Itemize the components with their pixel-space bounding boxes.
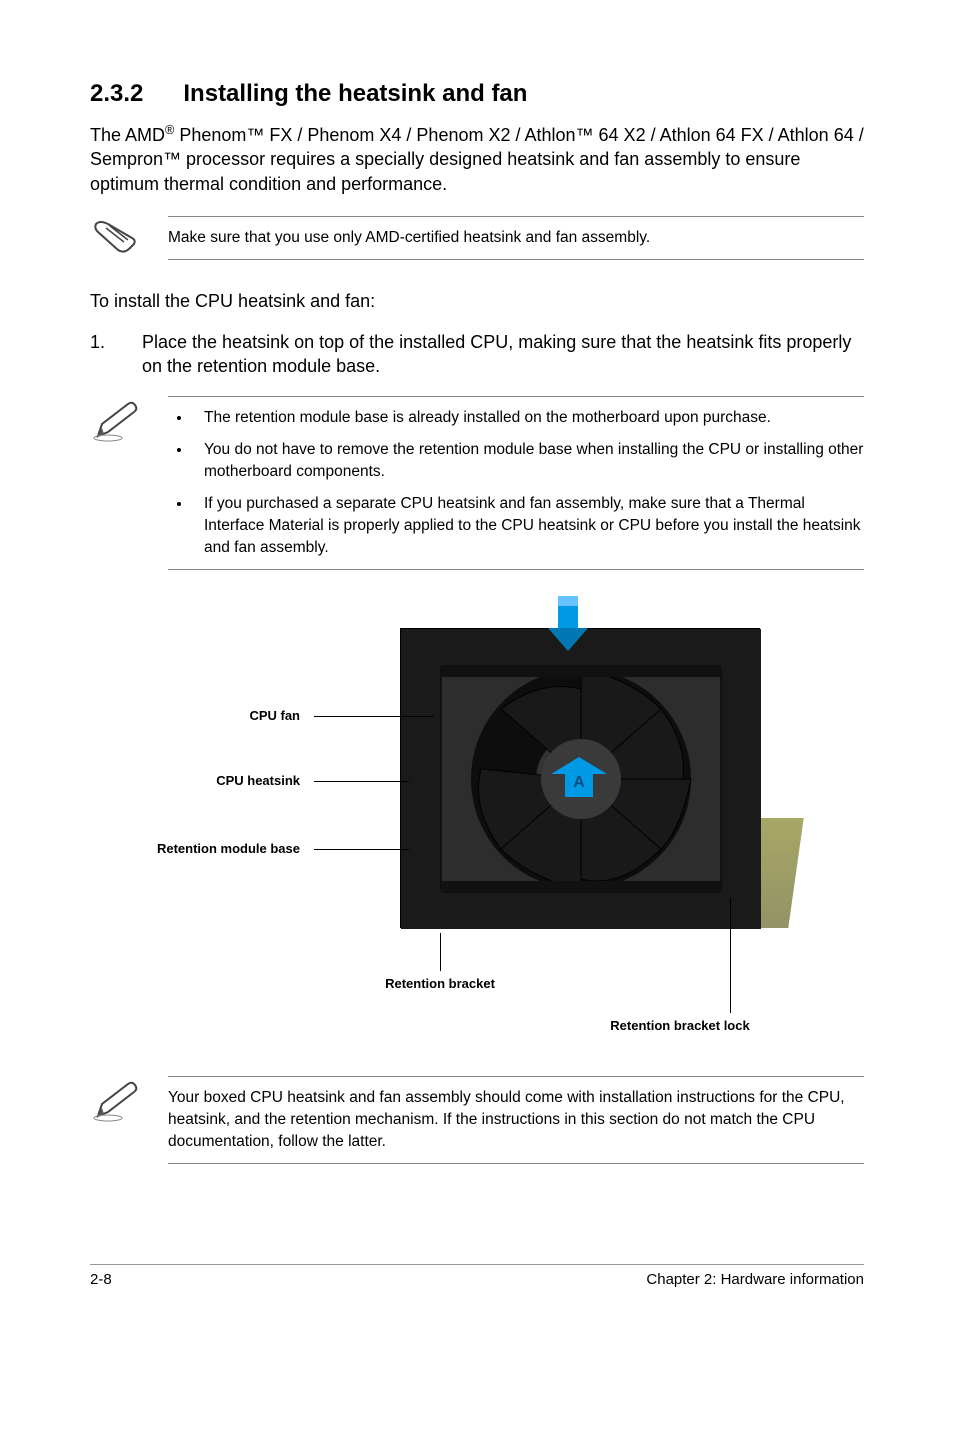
pencil-icon — [90, 396, 140, 449]
label-cpu-heatsink: CPU heatsink — [150, 773, 300, 788]
label-retention-module-base: Retention module base — [90, 841, 300, 856]
note-body: Make sure that you use only AMD-certifie… — [168, 216, 864, 260]
intro-p1: The AMD — [90, 125, 165, 145]
leader-line — [314, 849, 409, 850]
label-cpu-fan: CPU fan — [190, 708, 300, 723]
step-number: 1. — [90, 330, 110, 379]
note3-body: Your boxed CPU heatsink and fan assembly… — [168, 1076, 864, 1164]
note2-body: The retention module base is already ins… — [168, 396, 864, 570]
step-text: Place the heatsink on top of the install… — [142, 330, 864, 379]
svg-text:A: A — [573, 774, 585, 791]
install-intro: To install the CPU heatsink and fan: — [90, 291, 864, 312]
note2-item-1: The retention module base is already ins… — [192, 407, 864, 429]
page-number: 2-8 — [90, 1271, 112, 1288]
section-title: Installing the heatsink and fan — [183, 80, 527, 108]
note-info-1: The retention module base is already ins… — [90, 396, 864, 570]
note2-item-2: You do not have to remove the retention … — [192, 439, 864, 483]
intro-paragraph: The AMD® Phenom™ FX / Phenom X4 / Phenom… — [90, 122, 864, 196]
pencil-icon — [90, 1076, 140, 1129]
hand-icon — [90, 216, 140, 263]
section-number: 2.3.2 — [90, 80, 143, 108]
note2-item-3: If you purchased a separate CPU heatsink… — [192, 493, 864, 559]
label-retention-bracket: Retention bracket — [360, 976, 520, 991]
leader-line — [730, 898, 731, 1013]
reg-mark: ® — [165, 123, 174, 137]
note1-text: Make sure that you use only AMD-certifie… — [168, 229, 650, 246]
step-list: 1. Place the heatsink on top of the inst… — [90, 330, 864, 379]
note-info-2: Your boxed CPU heatsink and fan assembly… — [90, 1076, 864, 1164]
heatsink-figure: A CPU fan CPU heatsink Retention module … — [90, 598, 864, 1068]
chapter-label: Chapter 2: Hardware information — [646, 1271, 864, 1288]
leader-line — [440, 933, 441, 971]
down-arrow-icon — [538, 596, 598, 656]
fan-photo: A — [400, 628, 760, 928]
note-warning: Make sure that you use only AMD-certifie… — [90, 216, 864, 263]
label-retention-bracket-lock: Retention bracket lock — [560, 1018, 800, 1033]
leader-line — [314, 716, 434, 717]
step-1: 1. Place the heatsink on top of the inst… — [90, 330, 864, 379]
page-footer: 2-8 Chapter 2: Hardware information — [90, 1264, 864, 1288]
intro-p2: Phenom™ FX / Phenom X4 / Phenom X2 / Ath… — [90, 125, 864, 194]
note3-text: Your boxed CPU heatsink and fan assembly… — [168, 1089, 845, 1150]
leader-line — [314, 781, 409, 782]
